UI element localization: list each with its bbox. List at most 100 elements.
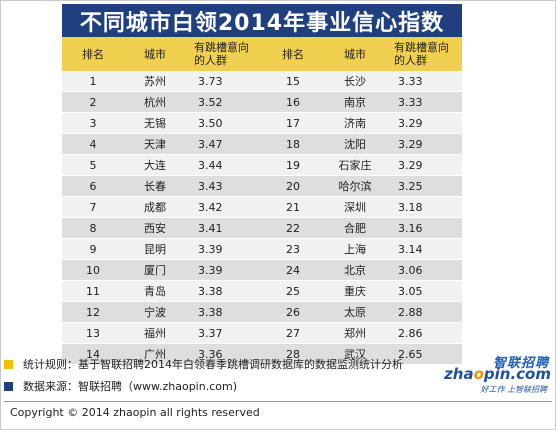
rank-cell: 12 xyxy=(62,302,124,323)
city-cell: 太原 xyxy=(324,302,386,323)
header-rank: 排名 xyxy=(62,37,124,71)
value-cell: 3.37 xyxy=(186,323,262,344)
city-cell: 南京 xyxy=(324,92,386,113)
city-cell: 天津 xyxy=(124,134,186,155)
rank-cell: 19 xyxy=(262,155,324,176)
footer-divider xyxy=(4,401,552,402)
table-row: 3 无锡 3.50 17 济南 3.29 xyxy=(62,113,462,134)
value-cell: 2.88 xyxy=(386,302,462,323)
note-source: 数据来源：智联招聘（www.zhaopin.com) xyxy=(4,378,237,394)
rank-cell: 27 xyxy=(262,323,324,344)
city-cell: 大连 xyxy=(124,155,186,176)
value-cell: 3.29 xyxy=(386,155,462,176)
value-cell: 3.43 xyxy=(186,176,262,197)
city-cell: 济南 xyxy=(324,113,386,134)
value-cell: 3.25 xyxy=(386,176,462,197)
rank-cell: 21 xyxy=(262,197,324,218)
rank-cell: 18 xyxy=(262,134,324,155)
rank-cell: 5 xyxy=(62,155,124,176)
city-cell: 成都 xyxy=(124,197,186,218)
note-rule-text: 统计规则：基于智联招聘2014年白领春季跳槽调研数据库的数据监测统计分析 xyxy=(23,356,403,372)
rank-cell: 15 xyxy=(262,71,324,92)
city-cell: 石家庄 xyxy=(324,155,386,176)
value-cell: 3.29 xyxy=(386,134,462,155)
city-cell: 北京 xyxy=(324,260,386,281)
table-row: 11 青岛 3.38 25 重庆 3.05 xyxy=(62,281,462,302)
table-row: 13 福州 3.37 27 郑州 2.86 xyxy=(62,323,462,344)
value-cell: 3.14 xyxy=(386,239,462,260)
city-cell: 沈阳 xyxy=(324,134,386,155)
rank-cell: 2 xyxy=(62,92,124,113)
rank-cell: 24 xyxy=(262,260,324,281)
city-cell: 深圳 xyxy=(324,197,386,218)
header-rank: 排名 xyxy=(262,37,324,71)
table-row: 6 长春 3.43 20 哈尔滨 3.25 xyxy=(62,176,462,197)
city-cell: 无锡 xyxy=(124,113,186,134)
value-cell: 3.33 xyxy=(386,92,462,113)
value-cell: 3.06 xyxy=(386,260,462,281)
city-cell: 福州 xyxy=(124,323,186,344)
copyright-text: Copyright © 2014 zhaopin all rights rese… xyxy=(10,406,260,419)
value-cell: 3.18 xyxy=(386,197,462,218)
city-cell: 宁波 xyxy=(124,302,186,323)
value-cell: 3.38 xyxy=(186,302,262,323)
city-cell: 上海 xyxy=(324,239,386,260)
value-cell: 3.41 xyxy=(186,218,262,239)
yellow-square-icon xyxy=(4,360,13,369)
table-row: 9 昆明 3.39 23 上海 3.14 xyxy=(62,239,462,260)
value-cell: 3.38 xyxy=(186,281,262,302)
value-cell: 3.50 xyxy=(186,113,262,134)
header-city: 城市 xyxy=(324,37,386,71)
rank-cell: 7 xyxy=(62,197,124,218)
city-cell: 西安 xyxy=(124,218,186,239)
rank-cell: 1 xyxy=(62,71,124,92)
city-cell: 杭州 xyxy=(124,92,186,113)
city-cell: 昆明 xyxy=(124,239,186,260)
value-cell: 3.52 xyxy=(186,92,262,113)
rank-cell: 17 xyxy=(262,113,324,134)
value-cell: 3.33 xyxy=(386,71,462,92)
city-cell: 长春 xyxy=(124,176,186,197)
logo-slogan: 好工作 上智联招聘 xyxy=(480,384,547,395)
table-row: 12 宁波 3.38 26 太原 2.88 xyxy=(62,302,462,323)
note-source-text: 数据来源：智联招聘（www.zhaopin.com) xyxy=(23,378,237,394)
rank-cell: 6 xyxy=(62,176,124,197)
note-rule: 统计规则：基于智联招聘2014年白领春季跳槽调研数据库的数据监测统计分析 xyxy=(4,356,403,372)
rank-cell: 9 xyxy=(62,239,124,260)
value-cell: 3.29 xyxy=(386,113,462,134)
table-row: 7 成都 3.42 21 深圳 3.18 xyxy=(62,197,462,218)
value-cell: 2.86 xyxy=(386,323,462,344)
value-cell: 3.39 xyxy=(186,260,262,281)
city-cell: 郑州 xyxy=(324,323,386,344)
rank-cell: 3 xyxy=(62,113,124,134)
city-cell: 哈尔滨 xyxy=(324,176,386,197)
city-cell: 苏州 xyxy=(124,71,186,92)
value-cell: 3.05 xyxy=(386,281,462,302)
rank-cell: 4 xyxy=(62,134,124,155)
table-row: 5 大连 3.44 19 石家庄 3.29 xyxy=(62,155,462,176)
rank-cell: 20 xyxy=(262,176,324,197)
city-cell: 青岛 xyxy=(124,281,186,302)
city-cell: 合肥 xyxy=(324,218,386,239)
table-row: 10 厦门 3.39 24 北京 3.06 xyxy=(62,260,462,281)
city-cell: 重庆 xyxy=(324,281,386,302)
value-cell: 3.44 xyxy=(186,155,262,176)
value-cell: 3.73 xyxy=(186,71,262,92)
header-value: 有跳槽意向的人群 xyxy=(386,37,462,71)
header-city: 城市 xyxy=(124,37,186,71)
table-row: 8 西安 3.41 22 合肥 3.16 xyxy=(62,218,462,239)
rank-cell: 22 xyxy=(262,218,324,239)
logo-en-text: zhaopin.com xyxy=(444,365,551,383)
value-cell: 3.42 xyxy=(186,197,262,218)
table-row: 4 天津 3.47 18 沈阳 3.29 xyxy=(62,134,462,155)
table-row: 2 杭州 3.52 16 南京 3.33 xyxy=(62,92,462,113)
ranking-table: 排名 城市 有跳槽意向的人群 排名 城市 有跳槽意向的人群 1 苏州 3.73 15 长… xyxy=(62,37,462,365)
value-cell: 3.39 xyxy=(186,239,262,260)
page-title: 不同城市白领2014年事业信心指数 xyxy=(62,4,462,37)
rank-cell: 26 xyxy=(262,302,324,323)
rank-cell: 23 xyxy=(262,239,324,260)
rank-cell: 13 xyxy=(62,323,124,344)
header-value: 有跳槽意向的人群 xyxy=(186,37,262,71)
value-cell: 3.16 xyxy=(386,218,462,239)
city-cell: 长沙 xyxy=(324,71,386,92)
